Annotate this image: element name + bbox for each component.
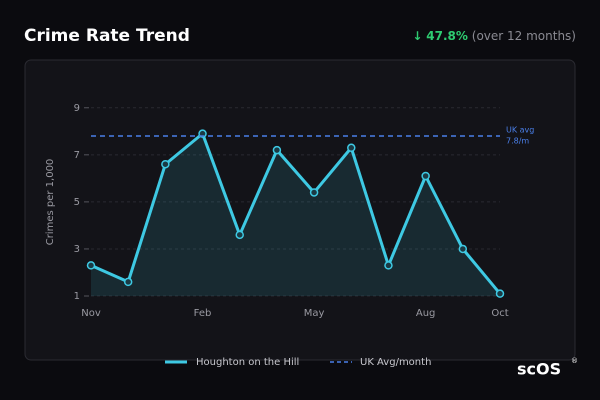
change-summary: ↓ 47.8% (over 12 months): [412, 29, 576, 43]
change-value: 47.8%: [426, 29, 468, 43]
y-tick-label: 5: [74, 197, 80, 208]
change-note: (over 12 months): [472, 29, 576, 43]
point: [161, 159, 170, 169]
x-tick-label: Nov: [81, 308, 101, 319]
change-arrow: ↓: [412, 29, 422, 43]
logo: scOS: [517, 360, 561, 379]
point: [495, 289, 505, 298]
legend-label: UK Avg/month: [360, 357, 431, 368]
y-tick-label: 1: [74, 291, 80, 302]
point: [384, 261, 393, 270]
x-tick-label: Oct: [491, 308, 508, 319]
point: [421, 171, 430, 181]
legend-label: Houghton on the Hill: [196, 357, 299, 368]
y-tick-label: 3: [74, 244, 80, 255]
y-tick-label: 7: [74, 150, 80, 161]
point: [235, 230, 244, 240]
x-tick-label: Feb: [194, 308, 212, 319]
series-area: [91, 133, 500, 296]
series-line: [90, 132, 502, 295]
point: [458, 244, 468, 254]
legend: Houghton on the Hill UK Avg/month: [165, 357, 431, 368]
chart-card: [24, 59, 576, 361]
point: [309, 188, 319, 197]
point: [347, 143, 356, 153]
chart-title: Crime Rate Trend: [24, 26, 190, 46]
x-tick-label: May: [304, 308, 325, 319]
point: [123, 277, 133, 287]
x-tick-label: Aug: [416, 308, 436, 319]
y-axis-label: Crimes per 1,000: [45, 159, 56, 246]
point: [86, 261, 96, 270]
reference-annotation: 7.8/m: [506, 137, 529, 146]
y-tick-label: 9: [74, 103, 80, 114]
logo-mark: ®: [571, 357, 578, 365]
point: [272, 145, 282, 155]
reference-annotation: UK avg: [506, 126, 534, 135]
